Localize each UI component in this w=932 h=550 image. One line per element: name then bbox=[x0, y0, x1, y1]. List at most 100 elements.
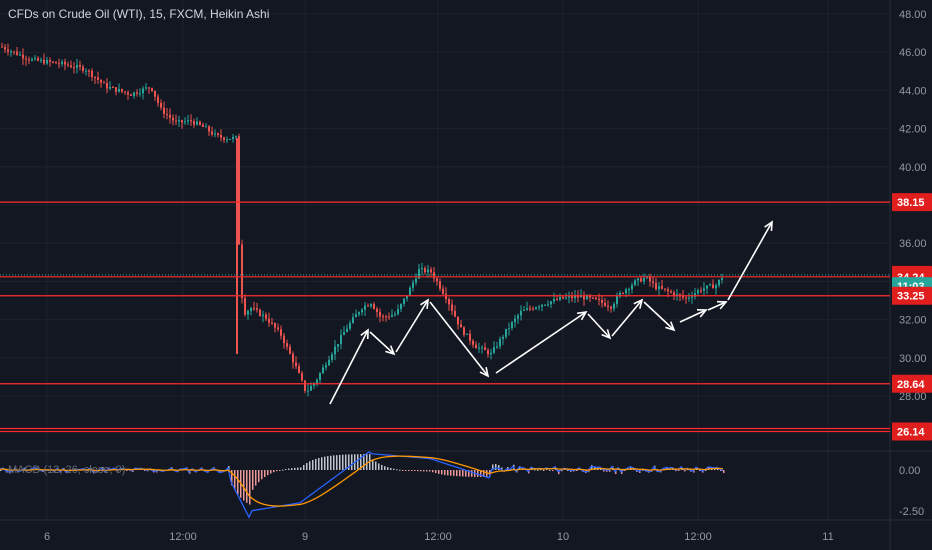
candle-body bbox=[106, 82, 108, 89]
candle-body bbox=[43, 59, 45, 64]
arrow-segment[interactable] bbox=[369, 331, 395, 355]
macd-histogram-bar bbox=[678, 470, 680, 471]
macd-histogram-bar bbox=[411, 470, 413, 471]
candle-body bbox=[16, 51, 18, 55]
macd-histogram-bar bbox=[501, 467, 503, 470]
candle-body bbox=[625, 289, 627, 294]
candle-body bbox=[253, 308, 255, 310]
candle-body bbox=[691, 296, 693, 298]
candle-body bbox=[379, 311, 381, 317]
macd-histogram-bar bbox=[381, 464, 383, 470]
macd-histogram-bar bbox=[270, 470, 272, 474]
candle-body bbox=[109, 87, 111, 89]
macd-histogram-bar bbox=[339, 454, 341, 470]
price-tick-label: 46.00 bbox=[899, 47, 927, 59]
macd-histogram-bar bbox=[399, 469, 401, 471]
candle-body bbox=[388, 316, 390, 318]
macd-histogram-bar bbox=[309, 461, 311, 470]
candle-body bbox=[565, 297, 567, 299]
macd-histogram-bar bbox=[498, 465, 500, 470]
candle-body bbox=[235, 136, 237, 138]
candle-body bbox=[418, 268, 420, 279]
arrow-segment[interactable] bbox=[329, 329, 369, 405]
arrow-segment[interactable] bbox=[429, 301, 489, 377]
arrow-segment[interactable] bbox=[495, 311, 587, 374]
candle-body bbox=[148, 87, 150, 89]
candle-body bbox=[601, 299, 603, 303]
price-tick-label: 44.00 bbox=[899, 85, 927, 97]
candle-body bbox=[616, 296, 618, 305]
macd-pane bbox=[0, 451, 725, 519]
macd-histogram-bar bbox=[447, 470, 449, 476]
macd-histogram-bar bbox=[258, 470, 260, 483]
candle-body bbox=[496, 346, 498, 348]
candle-body bbox=[175, 120, 177, 122]
candle-body bbox=[559, 296, 561, 300]
candle-body bbox=[571, 296, 573, 299]
price-tick-label: 28.00 bbox=[899, 391, 927, 403]
macd-histogram-bar bbox=[321, 457, 323, 470]
candle-body bbox=[382, 316, 384, 318]
candle-body bbox=[115, 87, 117, 92]
candle-body bbox=[583, 295, 585, 300]
arrow-head bbox=[360, 328, 369, 340]
macd-histogram-bar bbox=[495, 464, 497, 470]
candle-body bbox=[397, 309, 399, 315]
time-tick-label: 10 bbox=[557, 531, 569, 543]
candle-body bbox=[508, 328, 510, 330]
macd-histogram-bar bbox=[549, 469, 551, 471]
candle-body bbox=[76, 65, 78, 68]
candle-body bbox=[457, 316, 459, 325]
arrow-segment[interactable] bbox=[707, 301, 727, 311]
arrow-segment[interactable] bbox=[727, 221, 773, 301]
signal-line bbox=[0, 455, 724, 507]
arrow-segment[interactable] bbox=[643, 301, 675, 331]
candle-body bbox=[394, 314, 396, 316]
candle-body bbox=[325, 365, 327, 368]
candle-body bbox=[592, 297, 594, 299]
candle-body bbox=[442, 288, 444, 294]
candle-body bbox=[694, 293, 696, 297]
candle-body bbox=[307, 390, 309, 392]
candle-body bbox=[712, 284, 714, 289]
candle-body bbox=[205, 126, 207, 128]
macd-histogram-bar bbox=[288, 468, 290, 470]
macd-histogram-bar bbox=[228, 466, 230, 470]
candle-body bbox=[463, 327, 465, 335]
arrow-segment[interactable] bbox=[679, 309, 707, 323]
candle-body bbox=[595, 297, 597, 300]
candle-body bbox=[643, 277, 645, 282]
candle-body bbox=[88, 70, 90, 72]
macd-histogram-bar bbox=[471, 470, 473, 477]
arrow-segment[interactable] bbox=[587, 313, 611, 339]
candle-body bbox=[535, 307, 537, 310]
macd-histogram-bar bbox=[465, 470, 467, 477]
candle-body bbox=[475, 344, 477, 349]
macd-histogram-bar bbox=[360, 454, 362, 470]
macd-histogram-bar bbox=[594, 466, 596, 470]
macd-histogram-bar bbox=[333, 455, 335, 470]
macd-histogram-bar bbox=[519, 466, 521, 470]
arrow-segment[interactable] bbox=[611, 299, 643, 337]
candle-body bbox=[184, 121, 186, 123]
macd-histogram-bar bbox=[336, 455, 338, 470]
macd-histogram-bar bbox=[624, 470, 626, 471]
candle-body bbox=[208, 126, 210, 132]
candle-body bbox=[319, 373, 321, 380]
candle-body bbox=[706, 285, 708, 289]
candle-body bbox=[85, 70, 87, 72]
macd-histogram-bar bbox=[396, 469, 398, 471]
arrow-segment[interactable] bbox=[395, 299, 429, 353]
candle-body bbox=[136, 92, 138, 94]
candle-body bbox=[430, 269, 432, 273]
macd-histogram-bar bbox=[705, 470, 707, 471]
macd-histogram-bar bbox=[243, 470, 245, 501]
candle-body bbox=[250, 308, 252, 312]
time-tick-label: 6 bbox=[44, 531, 50, 543]
candle-body bbox=[676, 294, 678, 296]
candle-body bbox=[490, 352, 492, 355]
macd-histogram-bar bbox=[351, 454, 353, 470]
candle-body bbox=[313, 383, 315, 386]
candle-body bbox=[610, 306, 612, 309]
